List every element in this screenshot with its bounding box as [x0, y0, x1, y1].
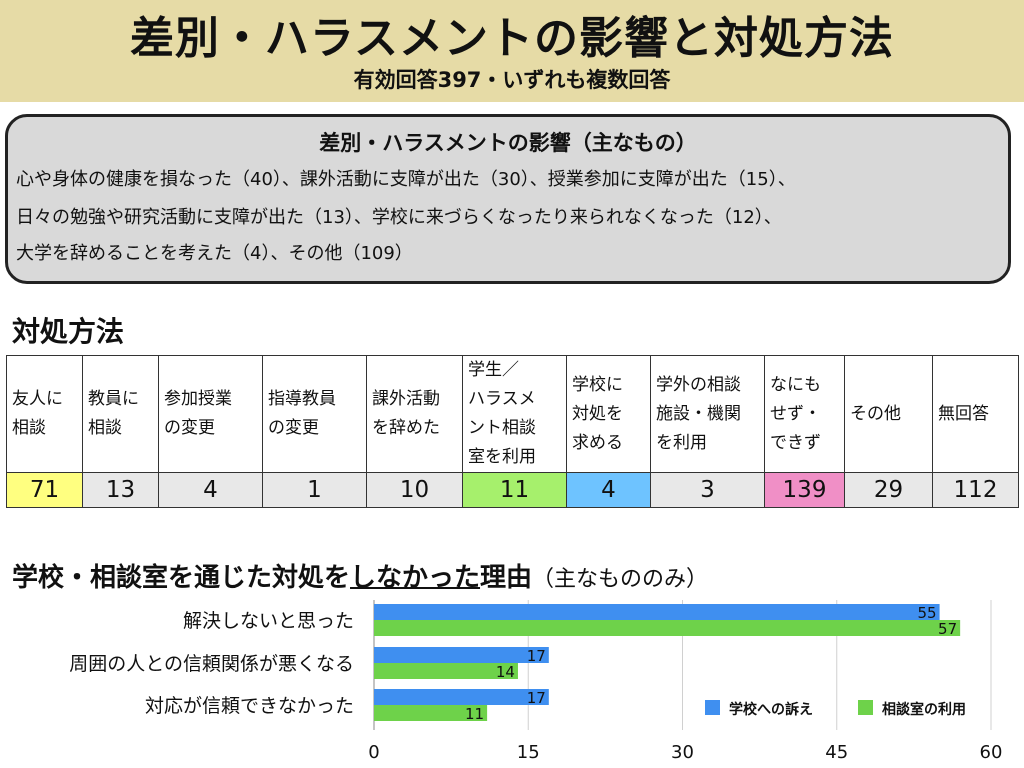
category-label: 周囲の人との信頼関係が悪くなる — [69, 653, 354, 675]
x-tick-label: 60 — [980, 742, 1003, 763]
column-header: 教員に 相談 — [82, 355, 159, 473]
column-header: 課外活動 を辞めた — [366, 355, 463, 473]
impact-line: 日々の勉強や研究活動に支障が出た（13）、学校に来づらくなったり来られなくなった… — [16, 207, 782, 228]
legend-label: 学校への訴え — [729, 701, 813, 718]
data-label: 55 — [917, 604, 936, 622]
legend-swatch — [858, 700, 873, 715]
x-tick-label: 15 — [517, 742, 540, 763]
reasons-heading: 学校・相談室を通じた対処をしなかった理由（主なもののみ） — [12, 557, 708, 594]
impact-summary-box: 差別・ハラスメントの影響（主なもの） 心や身体の健康を損なった（40）、課外活動… — [5, 114, 1011, 284]
coping-heading: 対処方法 — [12, 315, 125, 348]
column-value: 71 — [6, 472, 83, 508]
column-header: 友人に 相談 — [6, 355, 83, 473]
page-title: 差別・ハラスメントの影響と対処方法 — [129, 13, 895, 64]
page-subtitle: 有効回答397・いずれも複数回答 — [353, 68, 671, 92]
impact-title: 差別・ハラスメントの影響（主なもの） — [319, 131, 697, 155]
impact-line: 心や身体の健康を損なった（40）、課外活動に支障が出た（30）、授業参加に支障が… — [16, 169, 796, 190]
category-label: 対応が信頼できなかった — [145, 695, 354, 717]
category-label: 解決しないと思った — [183, 610, 354, 632]
column-value: 11 — [462, 472, 567, 508]
column-value: 139 — [764, 472, 845, 508]
data-label: 57 — [938, 620, 957, 638]
column-value: 10 — [366, 472, 463, 508]
column-value: 13 — [82, 472, 159, 508]
table-value-row: 71 13 4 1 10 11 4 3 139 29 112 — [6, 472, 1019, 508]
legend-label: 相談室の利用 — [882, 701, 966, 718]
bar — [374, 705, 488, 721]
bar — [374, 647, 549, 663]
data-label: 17 — [527, 647, 546, 665]
column-value: 1 — [262, 472, 367, 508]
column-value: 29 — [844, 472, 933, 508]
reasons-heading-underlined: しなかった — [350, 563, 481, 593]
impact-line: 大学を辞めることを考えた（4）、その他（109） — [16, 243, 413, 264]
bar — [374, 689, 549, 705]
bar — [374, 604, 940, 620]
column-header: 学校に 対処を 求める — [566, 355, 651, 473]
data-label: 14 — [496, 663, 515, 681]
data-label: 17 — [527, 689, 546, 707]
reasons-heading-note: （主なもののみ） — [532, 567, 709, 592]
column-header: 参加授業 の変更 — [158, 355, 263, 473]
reasons-heading-pre: 学校・相談室を通じた対処を — [12, 563, 351, 593]
x-tick-label: 30 — [671, 742, 694, 763]
column-value: 4 — [158, 472, 263, 508]
legend-swatch — [705, 700, 720, 715]
reasons-heading-post: 理由 — [480, 563, 533, 593]
bar — [374, 620, 961, 636]
x-tick-label: 45 — [825, 742, 848, 763]
column-header: 指導教員 の変更 — [262, 355, 367, 473]
column-header: その他 — [844, 355, 933, 473]
column-header: 学外の相談 施設・機関 を利用 — [650, 355, 765, 473]
data-label: 11 — [465, 705, 484, 723]
column-header: 無回答 — [932, 355, 1019, 473]
x-tick-label: 0 — [368, 742, 379, 763]
column-header: なにも せず・ できず — [764, 355, 845, 473]
column-value: 3 — [650, 472, 765, 508]
coping-table: 友人に 相談 教員に 相談 参加授業 の変更 指導教員 の変更 課外活動 を辞めた 学生／… — [6, 355, 1019, 508]
column-value: 112 — [932, 472, 1019, 508]
title-banner: 差別・ハラスメントの影響と対処方法 有効回答397・いずれも複数回答 — [0, 0, 1024, 102]
bar — [374, 663, 518, 679]
column-value: 4 — [566, 472, 651, 508]
column-header: 学生／ ハラスメ ント相談 室を利用 — [462, 355, 567, 473]
table-header-row: 友人に 相談 教員に 相談 参加授業 の変更 指導教員 の変更 課外活動 を辞めた 学生／… — [6, 355, 1019, 473]
